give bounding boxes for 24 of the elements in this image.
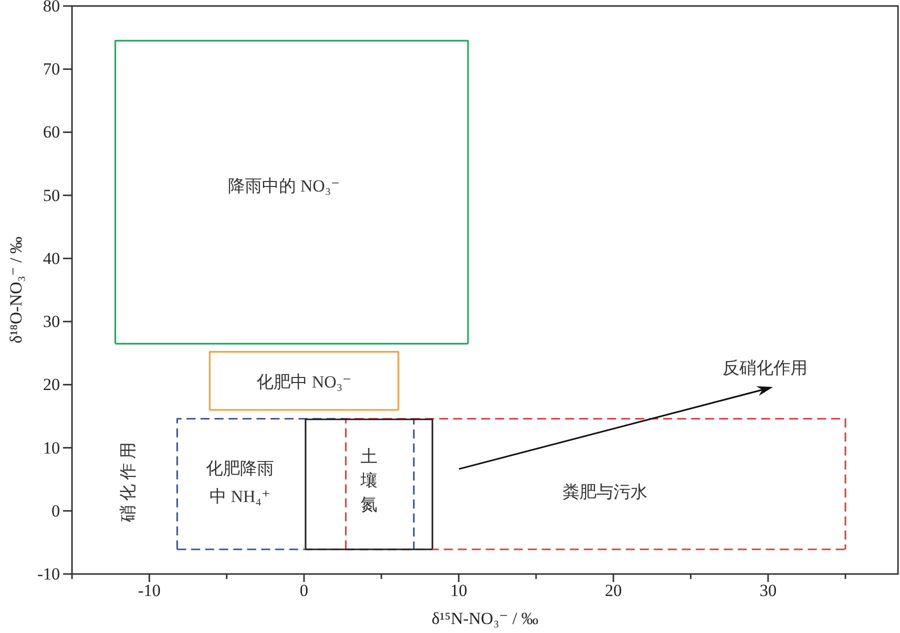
y-tick-label: 70	[43, 60, 60, 79]
x-tick-label: 20	[604, 581, 622, 600]
annotation: 粪肥与污水	[562, 482, 648, 502]
y-axis-title: δ¹⁸O-NO₃⁻ / ‰	[6, 236, 26, 344]
y-tick-label: 30	[43, 312, 60, 332]
x-tick-label: 0	[300, 581, 308, 600]
y-tick-label: 60	[43, 122, 60, 142]
x-tick-label: 10	[450, 581, 468, 600]
y-tick-label: 10	[43, 438, 60, 458]
x-tick-label: 30	[760, 581, 777, 600]
annotation: 硝化作用	[118, 438, 138, 523]
annotation: 反硝化作用	[722, 358, 808, 378]
y-tick-label: 80	[43, 0, 60, 16]
y-tick-label: -10	[37, 564, 60, 584]
y-tick-label: 40	[43, 248, 60, 268]
y-tick-label: 50	[43, 186, 60, 205]
annotation: 降雨中的 NO₃⁻	[228, 176, 340, 196]
y-tick-label: 20	[43, 375, 60, 394]
x-tick-label: -10	[138, 581, 161, 600]
y-tick-label: 0	[52, 501, 60, 520]
x-axis-title: δ¹⁵N-NO₃⁻ / ‰	[432, 609, 538, 628]
annotation: 化肥中 NO₃⁻	[256, 372, 352, 392]
annotation: 土壤氮	[360, 446, 378, 514]
annotation: 化肥降雨中 NH₄⁺	[206, 458, 274, 506]
